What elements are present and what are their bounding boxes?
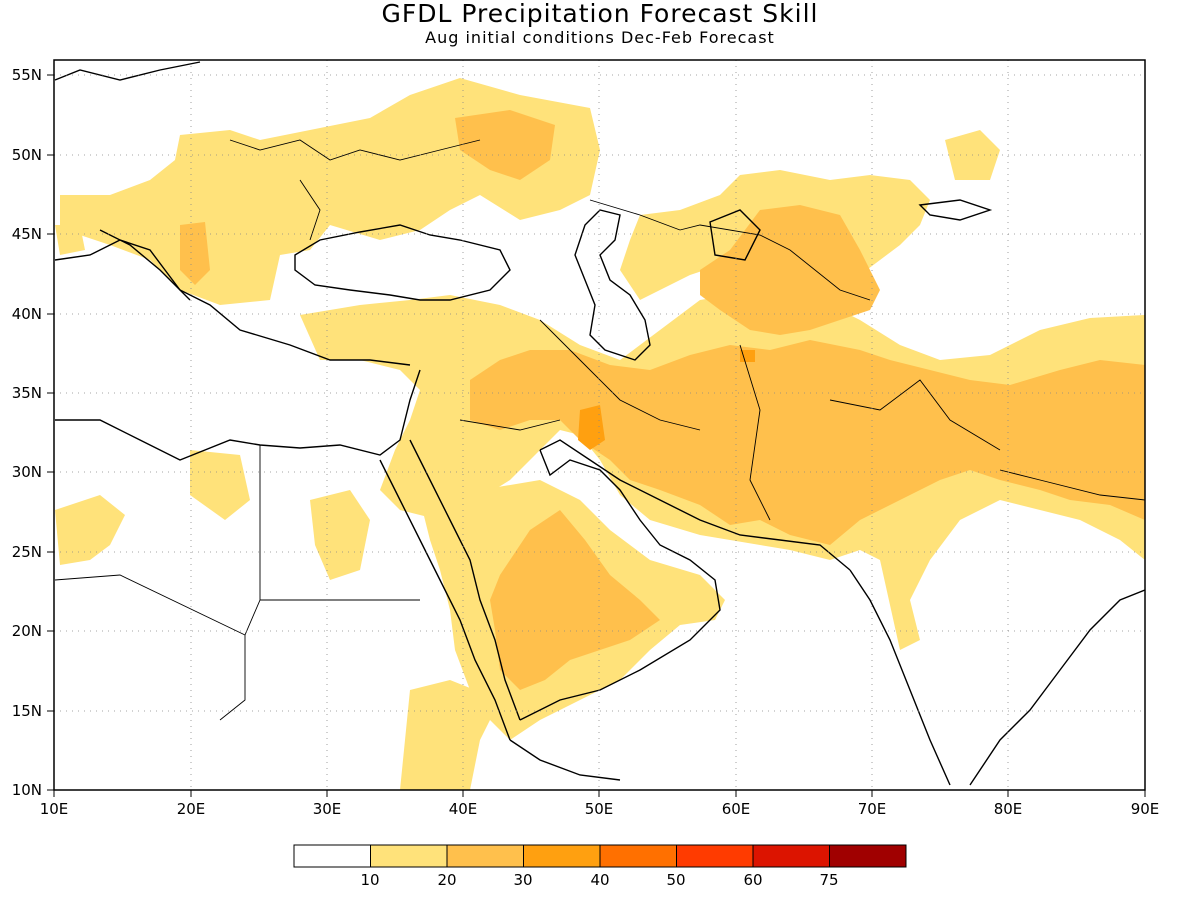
legend-swatch [523,844,601,868]
legend-label: 40 [590,871,609,889]
lon-label: 70E [858,800,887,818]
color-legend: 10 20 30 40 50 60 75 [293,844,907,889]
lat-label: 15N [12,702,42,720]
lat-label: 25N [12,543,42,561]
lon-label: 50E [585,800,614,818]
skill-shading [55,78,1145,790]
legend-swatch [599,844,677,868]
lon-label: 40E [449,800,478,818]
legend-label: 60 [743,871,762,889]
legend-label: 50 [666,871,685,889]
legend-swatch [370,844,448,868]
legend-label: 75 [819,871,838,889]
lat-label: 10N [12,781,42,799]
lat-label: 20N [12,622,42,640]
lon-label: 30E [313,800,342,818]
legend-swatch [752,844,830,868]
map-subtitle: Aug initial conditions Dec-Feb Forecast [425,28,775,47]
borders [54,139,1145,721]
legend-swatch [829,844,907,868]
lon-label: 10E [40,800,69,818]
map-title: GFDL Precipitation Forecast Skill [381,0,819,28]
lon-label: 90E [1131,800,1160,818]
legend-label: 30 [513,871,532,889]
lon-label: 60E [722,800,751,818]
lat-label: 45N [12,225,42,243]
lat-label: 40N [12,305,42,323]
lon-label: 80E [994,800,1023,818]
legend-swatch [676,844,754,868]
lon-label: 20E [177,800,206,818]
skill-level-30-40 [578,350,755,450]
lat-tick-labels: 55N 50N 45N 40N 35N 30N 25N 20N 15N 10N [12,66,42,799]
lat-label: 35N [12,384,42,402]
legend-label: 20 [437,871,456,889]
tick-marks [47,74,1146,797]
lat-label: 50N [12,146,42,164]
legend-swatch [446,844,524,868]
lon-tick-labels: 10E 20E 30E 40E 50E 60E 70E 80E 90E [40,800,1160,818]
lat-label: 30N [12,463,42,481]
legend-label: 10 [360,871,379,889]
lat-label: 55N [12,66,42,84]
legend-swatch [293,844,371,868]
coastlines [54,61,1145,786]
skill-level-20-30 [180,110,1145,690]
